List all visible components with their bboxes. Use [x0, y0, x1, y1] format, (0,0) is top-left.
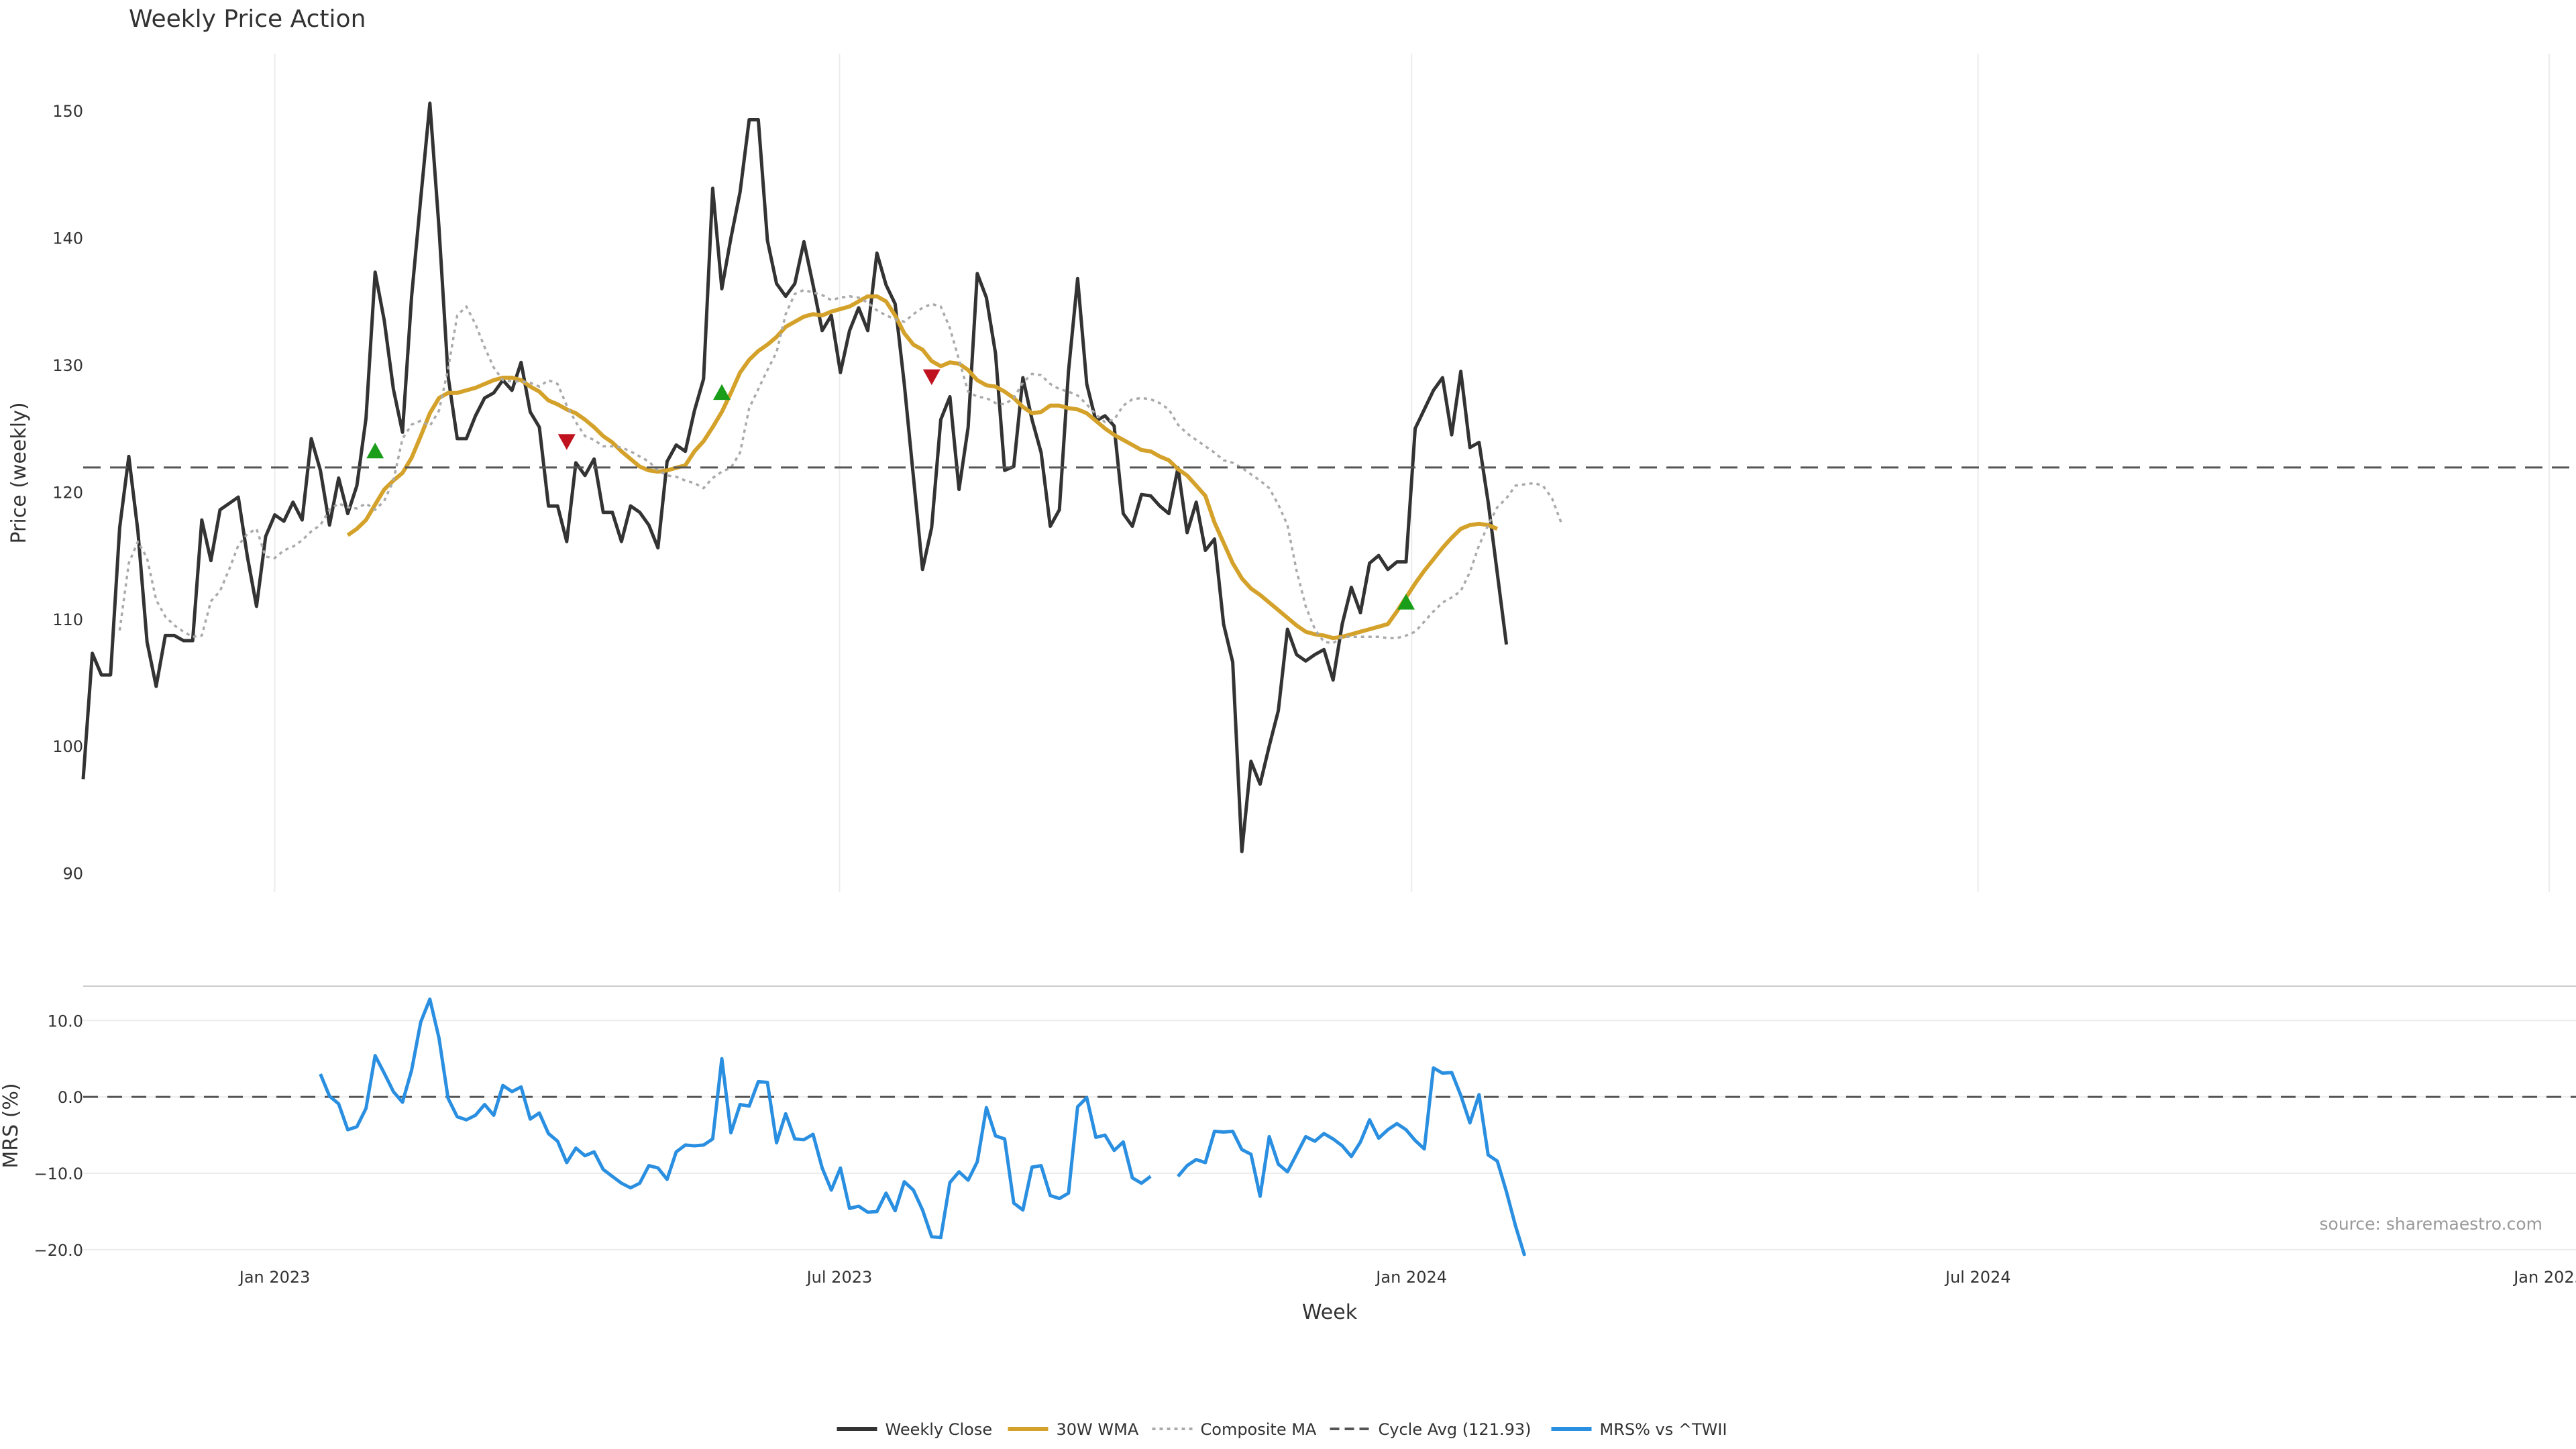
price-y-tick-label: 100: [52, 737, 83, 756]
legend: Weekly Close 30W WMA Composite MA Cycle Avg…: [837, 1420, 1727, 1439]
x-ticks: Jan 2023 Jul 2023 Jan 2024 Jul 2024 Jan 2025…: [238, 1268, 2576, 1287]
mrs-y-tick-label: 0.0: [58, 1088, 83, 1107]
price-y-tick-label: 110: [52, 610, 83, 629]
legend-label: MRS% vs ^TWII: [1600, 1420, 1727, 1439]
x-axis-label: Week: [1302, 1301, 1358, 1324]
x-tick-label: Jul 2023: [806, 1268, 873, 1287]
series-weekly-close: [81, 101, 1509, 853]
mrs-y-tick-label: −10.0: [34, 1165, 83, 1183]
price-grid: [274, 54, 2551, 892]
x-tick-label: Jan 2025: [2512, 1268, 2576, 1287]
series-mrs-vs-twii: [1177, 1066, 1527, 1256]
price-y-tick-label: 120: [52, 483, 83, 502]
buy-signal-marker: [713, 384, 731, 400]
legend-label: Composite MA: [1201, 1420, 1317, 1439]
price-y-axis-label: Price (weekly): [7, 402, 31, 543]
sell-signal-marker: [922, 369, 941, 386]
price-y-tick-label: 140: [52, 229, 83, 248]
price-series-group: [81, 101, 2576, 853]
x-tick-label: Jul 2024: [1944, 1268, 2011, 1287]
legend-label: 30W WMA: [1057, 1420, 1139, 1439]
price-y-ticks: 90 100 110 120 130 140 150: [52, 102, 83, 883]
legend-label: Cycle Avg (121.93): [1379, 1420, 1532, 1439]
chart-title: Weekly Price Action: [129, 5, 366, 33]
buy-signal-marker: [1397, 594, 1415, 610]
series-30w-wma: [346, 294, 1499, 641]
mrs-series-group: [83, 997, 2576, 1256]
price-y-tick-label: 150: [52, 102, 83, 121]
buy-signal-marker: [366, 442, 384, 459]
price-y-tick-label: 130: [52, 356, 83, 375]
signal-markers: [366, 369, 1415, 610]
price-y-tick-label: 90: [62, 865, 83, 883]
series-mrs-vs-twii: [319, 997, 1152, 1240]
source-note: source: sharemaestro.com: [2320, 1214, 2543, 1234]
x-tick-label: Jan 2023: [238, 1268, 311, 1287]
legend-label: Weekly Close: [885, 1420, 993, 1439]
sell-signal-marker: [557, 434, 576, 450]
mrs-y-tick-label: 10.0: [48, 1012, 83, 1030]
mrs-y-tick-label: −20.0: [34, 1241, 83, 1260]
mrs-y-ticks: −20.0 −10.0 0.0 10.0: [34, 1012, 83, 1260]
mrs-y-axis-label: MRS (%): [0, 1083, 23, 1168]
x-tick-label: Jan 2024: [1375, 1268, 1447, 1287]
